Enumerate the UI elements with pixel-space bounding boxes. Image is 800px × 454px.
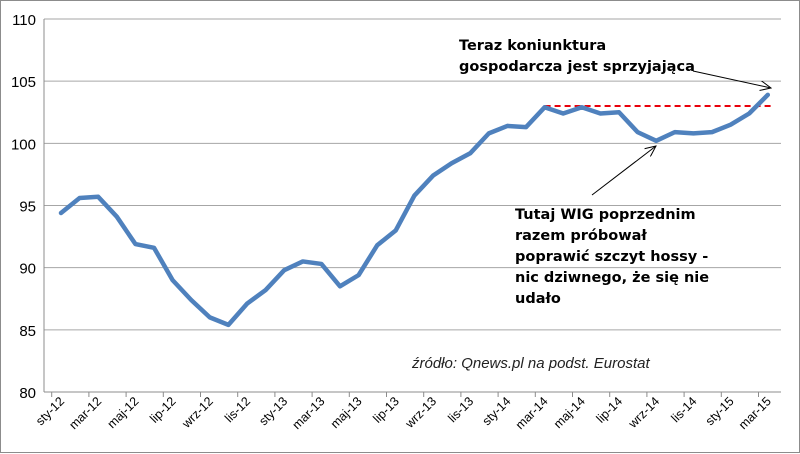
x-tick-label: lip-13 (370, 394, 402, 426)
x-tick-label: mar-13 (290, 394, 328, 432)
y-tick-label: 85 (19, 323, 36, 340)
x-tick-label: maj-13 (328, 394, 365, 431)
annotation-line: razem próbował (515, 226, 709, 247)
x-tick-label: maj-14 (551, 394, 588, 431)
source-note: źródło: Qnews.pl na podst. Eurostat (412, 355, 650, 372)
x-tick-label: wrz-12 (179, 394, 216, 431)
x-tick-label: lis-14 (668, 394, 699, 425)
annotation-line: poprawić szczyt hossy - (515, 247, 709, 268)
x-tick-label: lis-13 (445, 394, 476, 425)
annotation-arrow (693, 71, 771, 88)
x-tick-label: sty-14 (480, 394, 514, 428)
y-tick-label: 95 (19, 199, 36, 216)
annotation-previous: Tutaj WIG poprzednim razem próbował popr… (515, 205, 709, 310)
x-tick-label: lip-12 (147, 394, 179, 426)
annotation-current: Teraz koniunktura gospodarcza jest sprzy… (459, 36, 695, 78)
y-tick-label: 90 (19, 261, 36, 278)
annotation-line: udało (515, 289, 709, 310)
y-tick-label: 100 (11, 136, 36, 153)
y-tick-label: 105 (11, 74, 36, 91)
x-tick-label: sty-15 (703, 394, 737, 428)
y-tick-label: 80 (19, 385, 36, 402)
x-tick-label: sty-13 (256, 394, 290, 428)
x-tick-label: mar-14 (513, 394, 551, 432)
x-tick-label: maj-12 (105, 394, 142, 431)
x-tick-label: lis-12 (222, 394, 253, 425)
annotation-line: nic dziwnego, że się nie (515, 268, 709, 289)
annotation-arrow (592, 146, 656, 195)
x-tick-label: mar-12 (66, 394, 104, 432)
annotation-line: Tutaj WIG poprzednim (515, 205, 709, 226)
x-tick-label: lip-14 (594, 394, 626, 426)
annotation-line: Teraz koniunktura (459, 36, 695, 57)
x-tick-label: wrz-13 (402, 394, 439, 431)
y-tick-label: 110 (12, 12, 36, 29)
x-tick-label: mar-15 (736, 394, 774, 432)
x-tick-label: sty-12 (33, 394, 67, 428)
annotation-line: gospodarcza jest sprzyjająca (459, 57, 695, 78)
x-tick-label: wrz-14 (625, 394, 662, 431)
